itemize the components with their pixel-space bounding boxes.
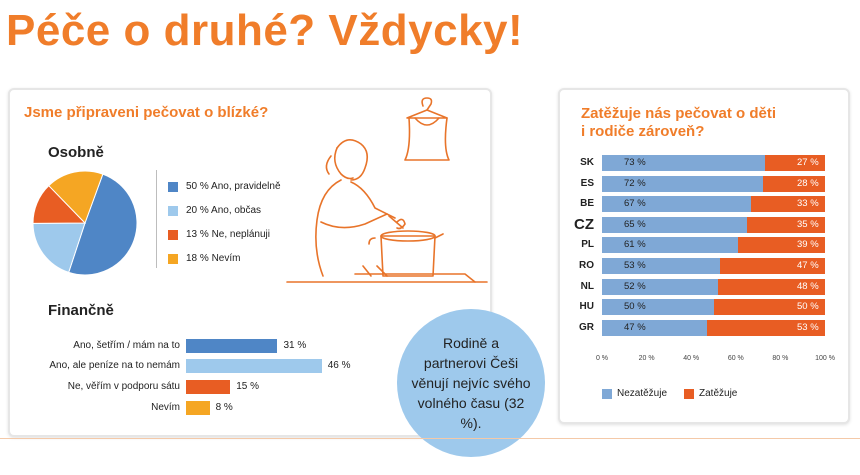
osobne-heading: Osobně (48, 144, 104, 161)
legend-label: Nezatěžuje (617, 388, 668, 399)
fin-bar (186, 380, 231, 394)
bar-nezatezuje (602, 278, 718, 295)
legend-label: 50 % Ano, pravidelně (186, 181, 281, 192)
fin-category-label: Ano, ale peníze na to nemám (49, 360, 180, 371)
fin-value-label: 15 % (236, 381, 260, 392)
x-tick-label: 60 % (727, 355, 744, 362)
series-legend-item: Zatěžuje (684, 388, 737, 399)
value-label-nezatezuje: 72 % (624, 177, 646, 189)
value-label-zatezuje: 47 % (797, 260, 819, 271)
fin-category-label: Ne, věřím v podporu sátu (67, 381, 180, 392)
cooking-woman-illustration (286, 97, 488, 283)
legend-swatch (168, 205, 178, 216)
bar-zatezuje (762, 175, 825, 192)
right-panel (558, 88, 850, 424)
bar-nezatezuje (602, 196, 752, 213)
bar-zatezuje (713, 299, 825, 316)
country-label: ES (580, 177, 594, 189)
value-label-nezatezuje: 47 % (624, 321, 646, 333)
country-label: SK (580, 157, 594, 168)
left-panel-title: Jsme připraveni pečovat o blízké? (24, 104, 269, 121)
fin-category-label: Nevím (151, 402, 180, 413)
value-label-nezatezuje: 73 % (624, 157, 646, 168)
value-label-zatezuje: 39 % (797, 239, 819, 251)
bar-zatezuje (764, 155, 825, 171)
right-panel-title-line1: Zatěžuje nás pečovat o děti (581, 105, 777, 122)
fin-bar (186, 401, 210, 415)
country-label: RO (579, 260, 594, 271)
fin-value-label: 31 % (283, 340, 307, 351)
x-tick-label: 0 % (595, 355, 609, 362)
bar-nezatezuje (602, 237, 739, 254)
value-label-zatezuje: 35 % (797, 218, 819, 230)
fin-bar (186, 339, 278, 353)
value-label-zatezuje: 33 % (797, 198, 819, 210)
value-label-nezatezuje: 50 % (624, 301, 646, 313)
country-label: HU (579, 301, 594, 313)
page-title: Péče o druhé? Vždycky! (6, 6, 524, 55)
bar-nezatezuje (602, 299, 714, 316)
bar-zatezuje (746, 216, 825, 233)
bar-zatezuje (751, 196, 825, 213)
legend-label: 20 % Ano, občas (186, 205, 262, 216)
x-tick-label: 100 % (815, 355, 835, 362)
pie-slice-1 (32, 222, 86, 274)
pie-slice-0 (68, 173, 138, 276)
value-label-nezatezuje: 67 % (624, 198, 646, 210)
x-tick-label: 80 % (772, 355, 789, 362)
value-label-zatezuje: 50 % (797, 301, 819, 313)
fin-category-label: Ano, šetřím / mám na to (73, 340, 180, 351)
pie-legend-item: 50 % Ano, pravidelně (168, 181, 281, 192)
legend-swatch (168, 229, 178, 240)
legend-divider (156, 170, 157, 268)
bar-nezatezuje (602, 216, 747, 233)
right-panel-title-line2: i rodiče zároveň? (581, 123, 705, 140)
bar-nezatezuje (602, 319, 707, 336)
pie-slice-3 (48, 170, 104, 224)
legend-swatch (168, 181, 178, 192)
financne-heading: Finančně (48, 302, 114, 319)
bar-zatezuje (738, 237, 825, 254)
fin-value-label: 8 % (215, 402, 233, 413)
value-label-nezatezuje: 53 % (624, 260, 646, 271)
legend-label: Zatěžuje (699, 388, 738, 399)
x-tick-label: 20 % (638, 355, 655, 362)
country-label: NL (580, 280, 594, 292)
bar-zatezuje (706, 319, 825, 336)
pie-legend-item: 18 % Nevím (168, 253, 240, 264)
country-label: CZ (574, 215, 594, 233)
bar-nezatezuje (602, 258, 721, 274)
x-tick-label: 40 % (683, 355, 700, 362)
legend-label: 13 % Ne, neplánuji (186, 229, 270, 240)
fin-value-label: 46 % (327, 360, 351, 371)
bar-zatezuje (717, 278, 825, 295)
legend-swatch (684, 388, 694, 399)
pie-legend-item: 13 % Ne, neplánuji (168, 229, 270, 240)
fin-bar (186, 359, 322, 373)
bar-nezatezuje (602, 155, 765, 171)
value-label-zatezuje: 27 % (797, 157, 819, 168)
country-label: PL (581, 239, 594, 251)
country-label: GR (579, 321, 594, 333)
pie-chart (32, 170, 138, 276)
bar-nezatezuje (602, 175, 763, 192)
value-label-zatezuje: 28 % (797, 177, 819, 189)
highlight-bubble: Rodině a partnerovi Češi věnují nejvíc s… (397, 309, 545, 457)
value-label-zatezuje: 48 % (797, 280, 819, 292)
legend-swatch (168, 253, 178, 264)
legend-swatch (602, 388, 612, 399)
legend-label: 18 % Nevím (186, 253, 241, 264)
value-label-nezatezuje: 61 % (624, 239, 646, 251)
value-label-zatezuje: 53 % (797, 321, 819, 333)
series-legend-item: Nezatěžuje (602, 388, 667, 399)
bottom-divider (0, 438, 860, 439)
value-label-nezatezuje: 65 % (624, 218, 646, 230)
pie-legend-item: 20 % Ano, občas (168, 205, 261, 216)
bar-zatezuje (720, 258, 825, 274)
bubble-text: Rodině a partnerovi Češi věnují nejvíc s… (411, 335, 531, 431)
country-label: BE (580, 198, 594, 210)
value-label-nezatezuje: 52 % (624, 280, 646, 292)
